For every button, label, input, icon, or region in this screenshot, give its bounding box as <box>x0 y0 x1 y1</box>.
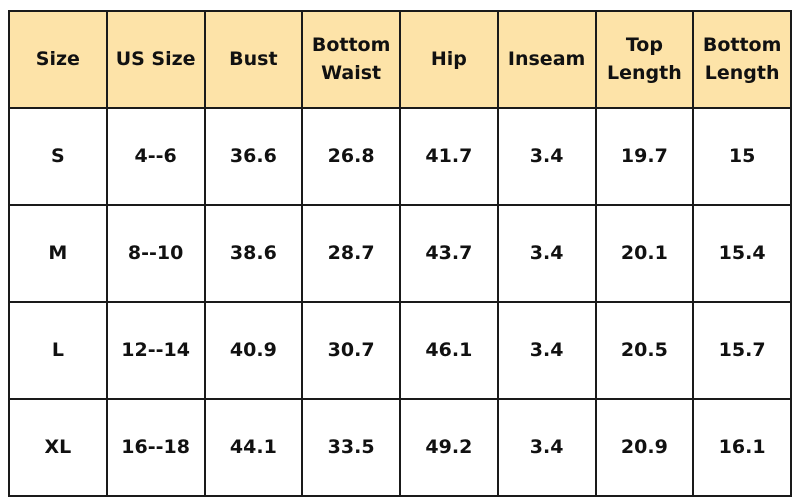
table-cell: 30.7 <box>301 301 401 400</box>
table-header: Size US Size Bust Bottom Waist Hip Inseam Top … <box>8 10 792 109</box>
table-cell: 15.4 <box>692 204 792 303</box>
table-cell: 41.7 <box>399 107 499 206</box>
table-cell: 12--14 <box>105 301 206 400</box>
header-cell: Hip <box>399 10 499 109</box>
table-cell: 20.5 <box>594 301 695 400</box>
table-cell: 20.1 <box>594 204 695 303</box>
size-chart: Size US Size Bust Bottom Waist Hip Inseam Top … <box>8 10 792 497</box>
size-table: Size US Size Bust Bottom Waist Hip Inseam Top … <box>8 10 792 497</box>
table-cell: 40.9 <box>203 301 304 400</box>
table-cell: 26.8 <box>301 107 401 206</box>
table-cell: XL <box>8 398 108 497</box>
table-cell: 16.1 <box>692 398 792 497</box>
table-cell: 3.4 <box>496 398 597 497</box>
table-cell: 3.4 <box>496 107 597 206</box>
table-cell: 4--6 <box>105 107 206 206</box>
table-cell: 49.2 <box>399 398 499 497</box>
header-cell: Size <box>8 10 108 109</box>
table-cell: 3.4 <box>496 204 597 303</box>
table-cell: 43.7 <box>399 204 499 303</box>
table-cell: 20.9 <box>594 398 695 497</box>
table-row: XL 16--18 44.1 33.5 49.2 3.4 20.9 16.1 <box>8 398 792 497</box>
header-cell: US Size <box>105 10 206 109</box>
table-row: L 12--14 40.9 30.7 46.1 3.4 20.5 15.7 <box>8 301 792 400</box>
header-row: Size US Size Bust Bottom Waist Hip Inseam Top … <box>8 10 792 109</box>
header-cell: Bust <box>203 10 304 109</box>
table-cell: 15.7 <box>692 301 792 400</box>
table-cell: 8--10 <box>105 204 206 303</box>
table-cell: 19.7 <box>594 107 695 206</box>
table-cell: 38.6 <box>203 204 304 303</box>
header-cell: Top Length <box>594 10 695 109</box>
table-cell: 46.1 <box>399 301 499 400</box>
header-cell: Inseam <box>496 10 597 109</box>
table-cell: 3.4 <box>496 301 597 400</box>
table-cell: S <box>8 107 108 206</box>
table-cell: L <box>8 301 108 400</box>
table-cell: 28.7 <box>301 204 401 303</box>
table-cell: 36.6 <box>203 107 304 206</box>
table-cell: 44.1 <box>203 398 304 497</box>
table-body: S 4--6 36.6 26.8 41.7 3.4 19.7 15 M 8--10 38.6 28.7… <box>8 107 792 497</box>
table-row: S 4--6 36.6 26.8 41.7 3.4 19.7 15 <box>8 107 792 206</box>
table-cell: M <box>8 204 108 303</box>
header-cell: Bottom Length <box>692 10 792 109</box>
table-cell: 33.5 <box>301 398 401 497</box>
table-cell: 16--18 <box>105 398 206 497</box>
table-cell: 15 <box>692 107 792 206</box>
table-row: M 8--10 38.6 28.7 43.7 3.4 20.1 15.4 <box>8 204 792 303</box>
header-cell: Bottom Waist <box>301 10 401 109</box>
